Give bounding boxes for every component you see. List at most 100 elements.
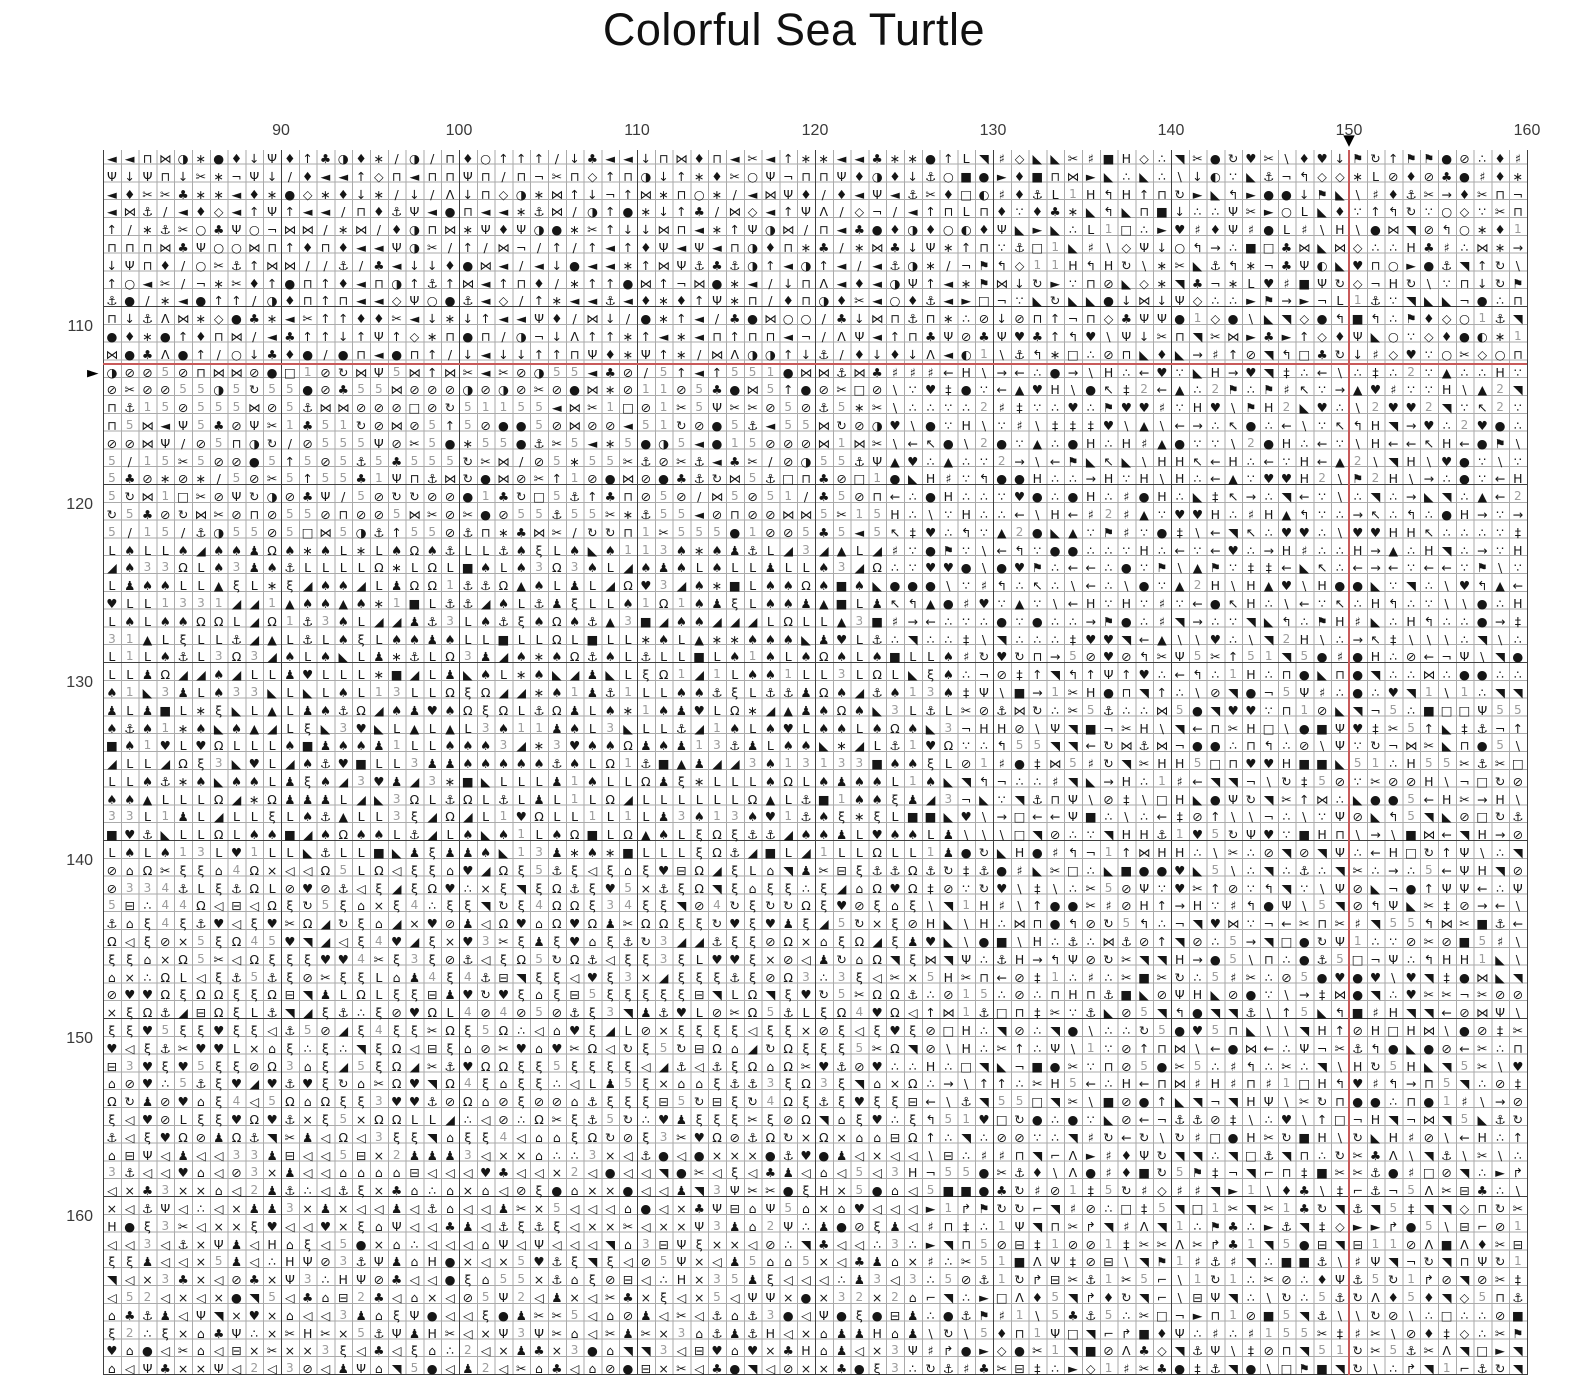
stitch-cell: ► [1157, 222, 1167, 238]
stitch-cell: ↻ [444, 400, 456, 416]
stitch-cell: ◑ [907, 222, 919, 238]
stitch-cell: ⚓ [408, 827, 421, 843]
stitch-cell: ← [1423, 649, 1435, 665]
stitch-cell: ♥ [213, 1040, 225, 1056]
stitch-cell: ↰ [1441, 222, 1452, 238]
stitch-cell: ↓ [1121, 293, 1132, 309]
stitch-cell: / [536, 239, 542, 255]
stitch-cell: 5 [588, 987, 597, 1002]
stitch-cell: ⊘ [266, 400, 278, 416]
stitch-cell: ✂ [1477, 1058, 1488, 1074]
stitch-cell: ∵ [1478, 453, 1487, 469]
stitch-cell: ♟ [177, 684, 189, 700]
stitch-cell: ● [1031, 1112, 1043, 1128]
stitch-cell: ♥ [1405, 400, 1417, 416]
stitch-cell: 1 [1051, 257, 1059, 272]
stitch-cell: 5 [659, 506, 668, 521]
stitch-cell: ∴ [944, 1058, 953, 1074]
stitch-cell: ⌂ [855, 880, 864, 896]
stitch-cell: ◥ [1139, 951, 1149, 967]
stitch-cell: ⋈ [497, 239, 510, 255]
stitch-cell: ∴ [962, 400, 971, 416]
stitch-cell: ↓ [640, 222, 652, 238]
stitch-cell: □ [960, 186, 973, 202]
stitch-cell: ♠ [480, 756, 492, 772]
stitch-cell: 1 [837, 791, 846, 806]
stitch-cell: ♥ [1174, 222, 1186, 238]
stitch-cell: ∵ [1264, 702, 1273, 718]
stitch-cell: ⊓ [445, 168, 455, 184]
stitch-cell: ↻ [1245, 791, 1257, 807]
stitch-cell: 3 [891, 702, 899, 717]
stitch-cell: 5 [481, 1023, 490, 1038]
stitch-cell: ✂ [1423, 738, 1435, 754]
stitch-cell: / [572, 524, 577, 540]
stitch-cell: ⊘ [925, 1040, 936, 1056]
stitch-cell: ♦ [1441, 328, 1453, 344]
stitch-cell: 1 [161, 595, 170, 610]
stitch-cell: 4 [161, 880, 170, 895]
stitch-cell: ♠ [195, 773, 207, 789]
stitch-cell: ■ [301, 738, 314, 754]
stitch-cell: ξ [144, 1129, 151, 1145]
stitch-cell: ✂ [1067, 702, 1079, 718]
stitch-cell: H [1139, 471, 1149, 487]
stitch-cell: H [1014, 951, 1025, 967]
stitch-cell: ξ [553, 987, 561, 1003]
stitch-cell: Ψ [765, 168, 776, 184]
stitch-cell: ¬ [231, 168, 242, 184]
stitch-cell: ξ [677, 969, 685, 985]
stitch-cell: ◥ [1157, 1005, 1167, 1021]
stitch-cell: ⊘ [1049, 1183, 1061, 1199]
stitch-cell: ↓ [409, 186, 420, 202]
stitch-cell: ◥ [1263, 1236, 1274, 1252]
stitch-cell: 1 [375, 471, 383, 486]
stitch-cell: ↓ [800, 346, 812, 362]
stitch-cell: ♥ [1209, 400, 1221, 416]
stitch-cell: ⊘ [195, 435, 207, 451]
stitch-cell: L [944, 702, 952, 718]
stitch-cell: ¬ [871, 204, 883, 220]
stitch-cell: ∴ [1122, 168, 1131, 184]
stitch-cell: ← [1192, 773, 1203, 789]
stitch-cell: 1 [730, 435, 739, 450]
stitch-cell: ◇ [1477, 346, 1488, 362]
stitch-cell: ↻ [266, 435, 278, 451]
stitch-cell: \ [892, 382, 898, 398]
stitch-cell: ♦ [924, 222, 937, 238]
stitch-cell: 5 [659, 364, 668, 379]
stitch-cell: ◥ [1263, 631, 1274, 647]
stitch-cell: ↑ [249, 257, 260, 273]
stitch-cell: / [394, 151, 399, 166]
stitch-cell: ✂ [1352, 1147, 1363, 1163]
stitch-cell: ♟ [942, 827, 954, 843]
stitch-cell: ■ [1298, 1129, 1311, 1145]
stitch-cell: ◇ [1121, 239, 1132, 255]
stitch-cell: ⊘ [765, 934, 776, 950]
stitch-cell: ⊘ [1210, 1112, 1221, 1128]
stitch-cell: ‡ [1034, 880, 1041, 896]
stitch-cell: ∵ [1086, 1058, 1095, 1074]
stitch-cell: 3 [606, 898, 615, 913]
stitch-cell: 5 [1069, 1076, 1077, 1091]
stitch-cell: ⊓ [1139, 204, 1149, 220]
stitch-cell: ◁ [480, 1112, 491, 1128]
stitch-cell: L [499, 560, 507, 576]
stitch-cell: ⋈ [1476, 969, 1489, 985]
stitch-cell: ‡ [1443, 898, 1450, 914]
stitch-cell: ∴ [1264, 1112, 1273, 1128]
stitch-cell: ◥ [961, 773, 971, 789]
stitch-cell: ♟ [444, 667, 456, 683]
stitch-cell: ◢ [178, 1005, 188, 1021]
stitch-cell: 1 [784, 809, 792, 824]
stitch-cell: ◢ [854, 684, 865, 700]
stitch-cell: ♠ [764, 773, 776, 789]
stitch-cell: ⚓ [907, 311, 919, 327]
stitch-cell: ↰ [1388, 809, 1399, 825]
stitch-cell: L [784, 845, 792, 861]
stitch-cell: × [800, 1129, 812, 1145]
stitch-cell: H [1139, 827, 1149, 843]
stitch-cell: ∵ [1211, 435, 1220, 451]
stitch-cell: ◥ [1513, 311, 1523, 327]
stitch-cell: ¬ [1316, 293, 1328, 309]
